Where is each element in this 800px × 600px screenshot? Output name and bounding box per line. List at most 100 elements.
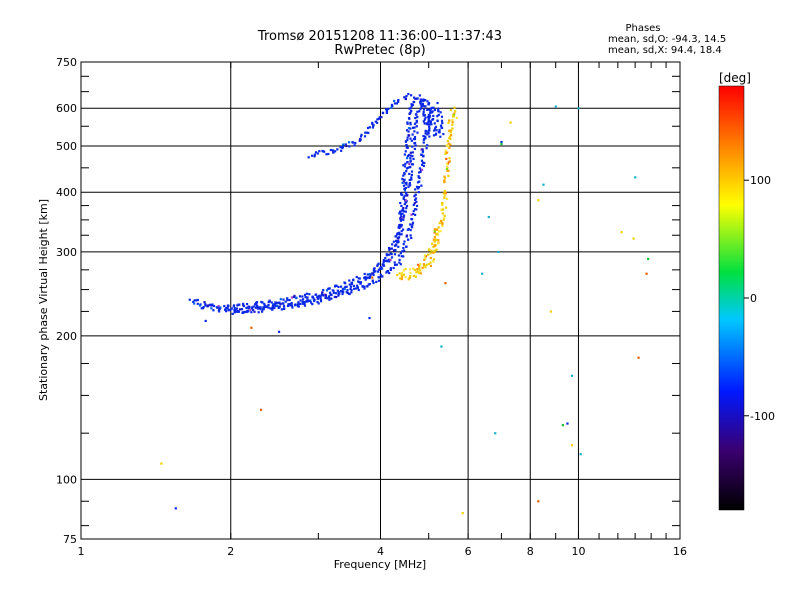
data-point: [404, 140, 407, 143]
data-point: [413, 141, 417, 145]
axis-ticks: 1 2 4 6 8 10 16 75 100 200 300 400 500 600 750: [56, 56, 687, 558]
data-point: [421, 163, 424, 166]
data-point: [413, 135, 417, 139]
data-point: [272, 303, 275, 306]
data-point: [395, 263, 398, 266]
data-point: [440, 208, 443, 211]
data-point: [380, 116, 383, 119]
data-point: [263, 305, 266, 309]
data-point: [446, 139, 449, 143]
data-point: [422, 120, 425, 123]
data-point: [196, 298, 199, 302]
data-point: [441, 203, 444, 206]
data-point: [415, 125, 418, 128]
data-point: [417, 186, 421, 189]
data-point: [419, 263, 422, 266]
data-point: [421, 150, 425, 153]
data-point: [356, 286, 359, 289]
data-point: [433, 122, 436, 125]
data-point: [406, 161, 409, 164]
data-point: [407, 130, 410, 133]
data-point: [411, 163, 415, 166]
data-point: [439, 135, 442, 138]
data-point: [379, 266, 383, 269]
data-point: [442, 208, 445, 211]
data-point: [422, 104, 425, 108]
data-point: [424, 132, 427, 135]
data-point: [309, 301, 313, 304]
data-point: [405, 129, 409, 132]
data-point: [440, 126, 443, 129]
data-point: [425, 122, 428, 125]
data-point: [437, 226, 440, 229]
data-point: [247, 307, 251, 310]
data-point: [400, 224, 403, 227]
data-point: [304, 296, 307, 299]
data-point: [409, 184, 412, 187]
data-point: [227, 309, 230, 312]
data-point: [406, 136, 409, 139]
data-point: [427, 108, 430, 111]
data-point: [324, 295, 328, 298]
data-point: [405, 167, 409, 170]
data-point: [423, 264, 426, 268]
data-point: [390, 247, 394, 250]
data-point: [363, 276, 366, 280]
data-point: [404, 194, 407, 197]
data-point: [255, 305, 258, 309]
data-point: [223, 305, 226, 308]
data-point: [345, 144, 348, 148]
data-point: [353, 287, 356, 290]
data-point: [443, 180, 446, 184]
data-point: [218, 310, 221, 313]
data-point: [408, 107, 411, 110]
y-tick-label: 750: [56, 56, 77, 69]
data-point: [415, 97, 419, 100]
data-point: [413, 126, 416, 129]
data-point: [330, 293, 333, 296]
data-point: [438, 128, 441, 132]
data-point: [413, 202, 416, 205]
data-point: [344, 143, 347, 146]
data-point: [438, 131, 441, 134]
data-point: [357, 288, 360, 292]
data-point: [325, 153, 328, 156]
data-point: [426, 144, 429, 147]
data-point: [250, 307, 253, 310]
data-point: [398, 223, 401, 227]
data-point: [451, 119, 454, 122]
data-point: [334, 150, 337, 153]
data-point: [397, 254, 400, 257]
data-point: [481, 272, 484, 275]
data-point: [400, 233, 403, 236]
x-tick-label: 10: [571, 545, 585, 558]
data-point: [414, 113, 418, 116]
data-point: [402, 216, 405, 219]
data-point: [301, 295, 304, 298]
data-point: [413, 198, 417, 202]
data-point: [295, 296, 298, 299]
data-point: [368, 272, 371, 276]
data-point: [400, 218, 403, 221]
data-point: [343, 281, 346, 284]
data-point: [307, 156, 310, 159]
data-point: [417, 176, 420, 179]
data-point: [444, 149, 447, 152]
data-point: [439, 219, 443, 223]
data-point: [414, 213, 417, 217]
x-tick-label: 4: [377, 545, 384, 558]
data-point: [257, 311, 260, 314]
data-point: [243, 310, 246, 313]
data-point: [577, 107, 580, 110]
grid-lines: [81, 62, 680, 539]
phases-header: Phases: [625, 23, 660, 34]
data-point: [420, 153, 423, 156]
data-point: [392, 240, 395, 243]
data-point: [216, 306, 219, 309]
data-point: [442, 218, 445, 221]
data-point: [416, 270, 419, 273]
data-point: [371, 126, 374, 129]
data-point: [409, 94, 413, 97]
data-point: [251, 308, 255, 311]
data-point: [398, 258, 401, 261]
